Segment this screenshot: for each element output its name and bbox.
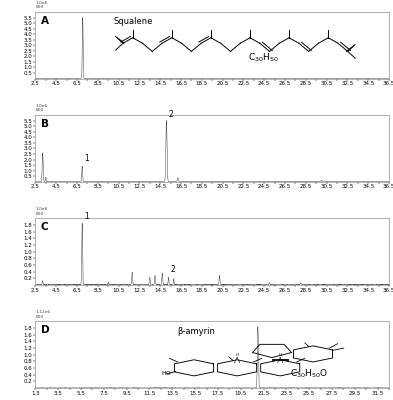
Text: B: B — [41, 119, 49, 129]
Text: C$_{30}$H$_{50}$O: C$_{30}$H$_{50}$O — [290, 367, 328, 380]
Text: 2: 2 — [169, 110, 173, 119]
Text: C: C — [41, 222, 48, 232]
Text: 1.12e6
800: 1.12e6 800 — [35, 310, 50, 319]
Text: 1.0e6
800: 1.0e6 800 — [35, 1, 48, 9]
Text: 1.0e6
800: 1.0e6 800 — [35, 207, 48, 216]
Text: Squalene: Squalene — [113, 17, 152, 26]
Text: A: A — [41, 16, 49, 26]
Text: C$_{30}$H$_{50}$: C$_{30}$H$_{50}$ — [248, 51, 279, 64]
Text: 1: 1 — [84, 212, 89, 221]
Text: 1: 1 — [84, 154, 89, 163]
Text: D: D — [41, 326, 49, 336]
Text: 2: 2 — [170, 265, 175, 274]
Text: 1.0e6
800: 1.0e6 800 — [35, 104, 48, 112]
Text: β-amyrin: β-amyrin — [177, 327, 215, 336]
